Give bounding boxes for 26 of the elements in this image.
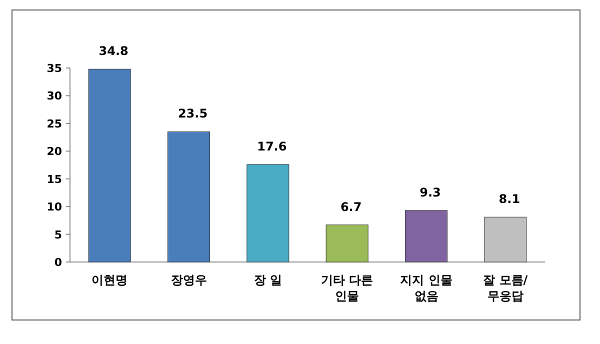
y-tick-label: 10 [46, 200, 62, 214]
x-tick-label: 장 일 [254, 273, 282, 287]
data-label: 9.3 [420, 185, 441, 200]
bar [484, 216, 527, 262]
y-tick-label: 25 [46, 117, 62, 130]
y-tick-label: 20 [46, 145, 62, 158]
x-tick-label: 기타 다른 인물 [320, 273, 374, 303]
x-tick-label: 지지 인물 없음 [400, 273, 452, 303]
y-tick-label: 15 [46, 172, 62, 186]
data-label: 6.7 [340, 200, 362, 214]
x-tick-label: 이현명 [92, 273, 128, 287]
bar [246, 164, 290, 262]
bar [88, 68, 131, 262]
y-tick-label: 5 [54, 228, 62, 242]
data-label: 23.5 [178, 106, 208, 121]
x-tick-label: 잘 모름/ 무응답 [483, 273, 528, 303]
bar [326, 224, 368, 262]
y-tick-label: 35 [46, 62, 62, 75]
bar [405, 210, 448, 262]
data-label: 17.6 [257, 139, 287, 154]
x-tick-label: 장영우 [170, 273, 207, 287]
data-label: 8.1 [498, 192, 520, 206]
y-tick-label: 30 [46, 90, 62, 103]
data-label: 34.8 [98, 44, 128, 58]
y-tick-label: 0 [54, 256, 62, 269]
bar [168, 131, 210, 262]
